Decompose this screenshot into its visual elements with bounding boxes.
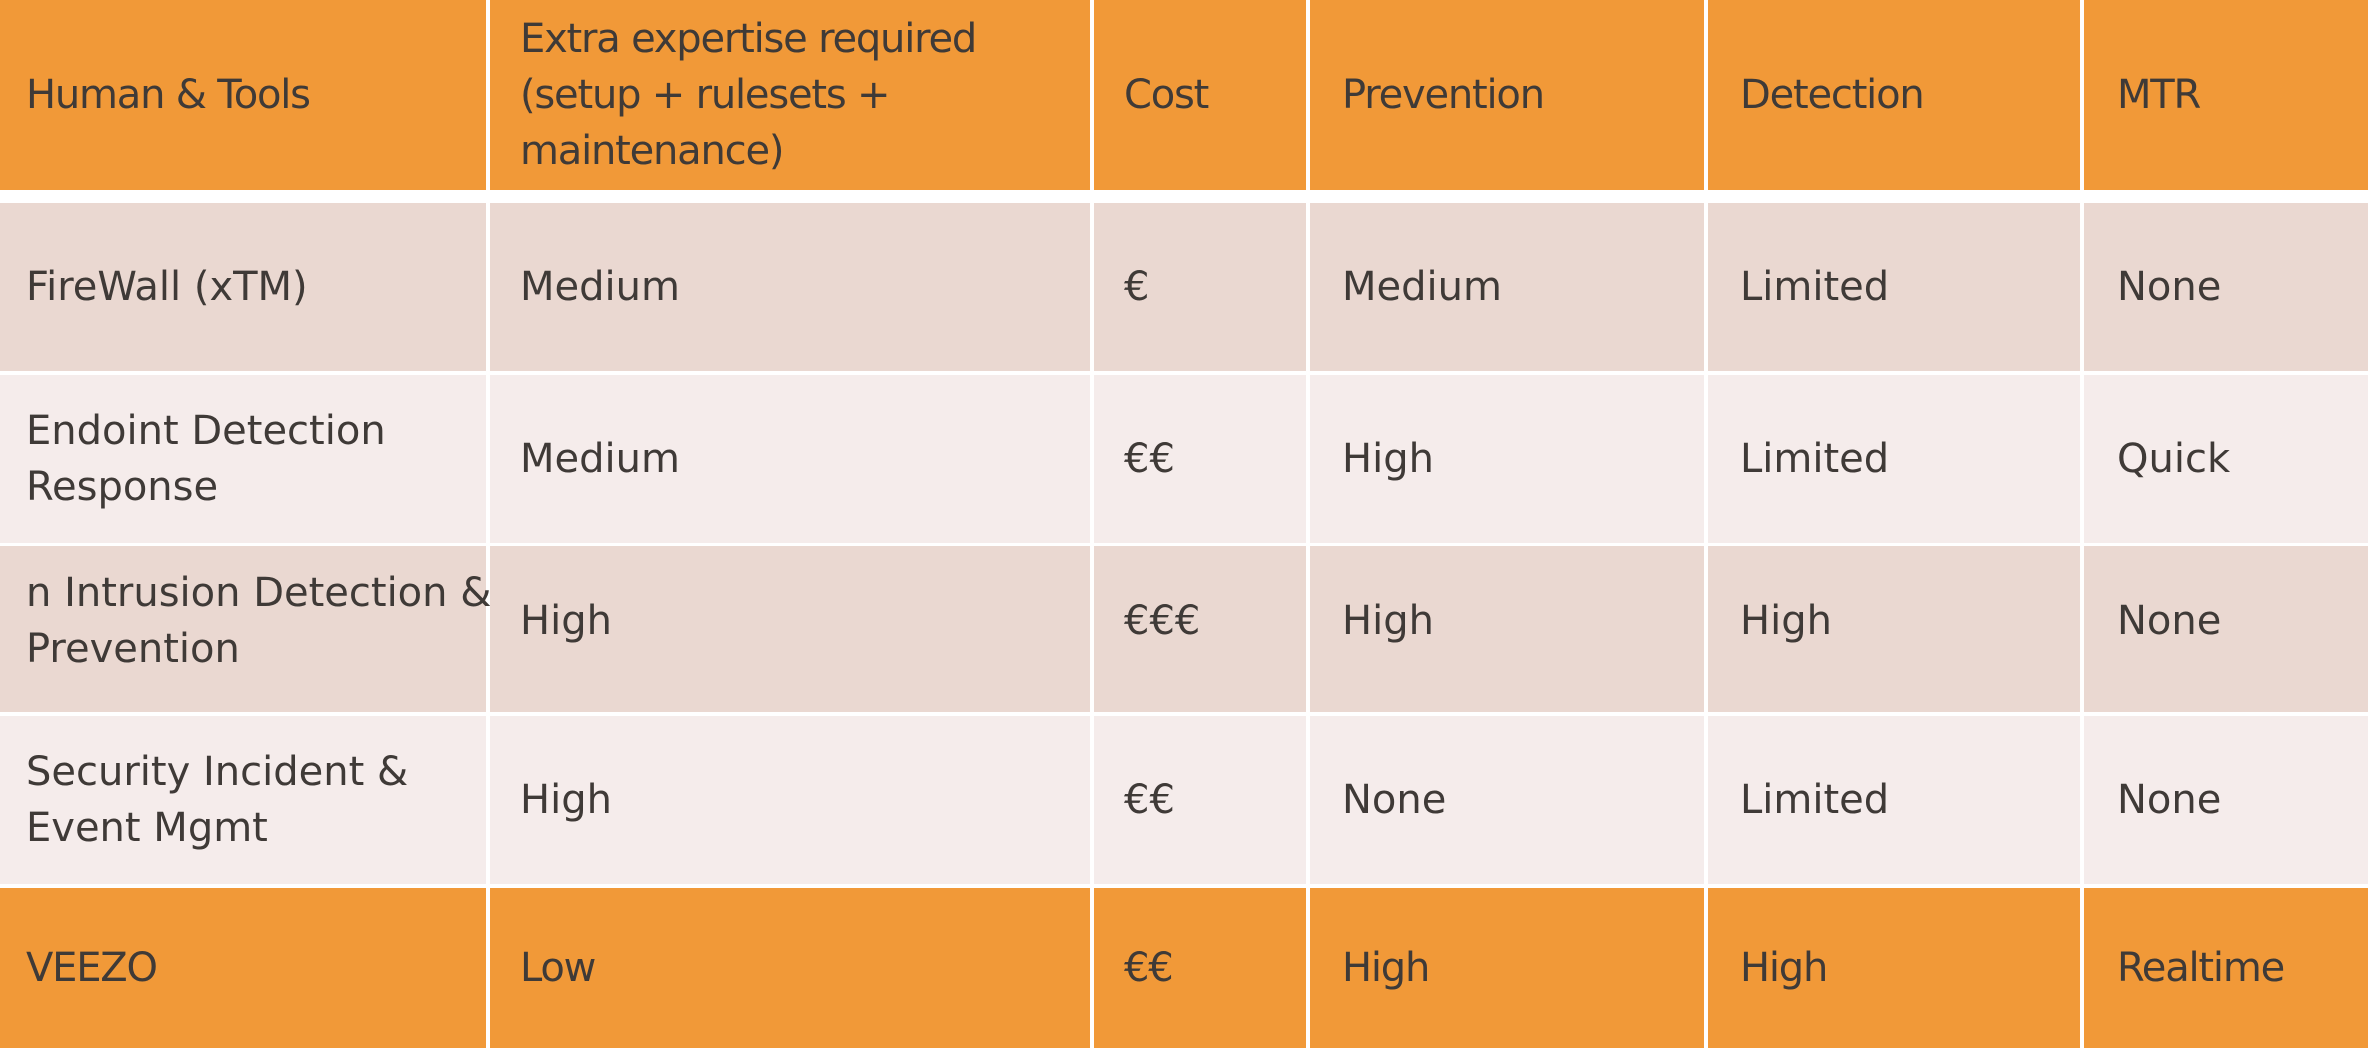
header-row: Human & Tools Extra expertise required (… xyxy=(0,0,2368,190)
band-cell xyxy=(1708,696,2080,712)
cost-value: €€ xyxy=(1124,777,1175,823)
detection-value: High xyxy=(1740,945,1828,991)
band-cell xyxy=(2084,696,2368,712)
cost-cell: €€ xyxy=(1094,888,1306,1048)
header-prevention-label: Prevention xyxy=(1342,72,1545,118)
cost-cell: €€€ xyxy=(1094,546,1306,696)
header-cell-mtr: MTR xyxy=(2084,0,2368,190)
cost-value: €€ xyxy=(1124,945,1174,991)
expertise-cell: Medium xyxy=(490,203,1090,371)
prevention-cell: High xyxy=(1310,888,1704,1048)
mtr-value: Quick xyxy=(2117,436,2231,482)
tool-name-line1: FireWall (xTM) xyxy=(26,264,308,310)
expertise-value: High xyxy=(520,598,612,644)
cost-cell: €€ xyxy=(1094,716,1306,884)
tool-cell: VEEZO xyxy=(0,888,486,1048)
header-expertise-title: Extra expertise required xyxy=(520,16,977,62)
prevention-value: High xyxy=(1342,598,1434,644)
expertise-value: Medium xyxy=(520,264,680,310)
mtr-cell: Realtime xyxy=(2084,888,2368,1048)
expertise-cell: Medium xyxy=(490,375,1090,543)
tool-cell: Security Incident & Event Mgmt xyxy=(0,716,486,884)
tool-name-line1: Endoint Detection xyxy=(26,408,386,454)
mtr-cell: Quick xyxy=(2084,375,2368,543)
band-cell xyxy=(0,696,486,712)
tool-cell: n Intrusion Detection & Prevention xyxy=(0,546,491,696)
header-cell-prevention: Prevention xyxy=(1310,0,1704,190)
header-expertise-line3: maintenance) xyxy=(520,128,784,174)
expertise-value: Low xyxy=(520,945,596,991)
detection-cell: Limited xyxy=(1708,716,2080,884)
tool-name-line2: Event Mgmt xyxy=(26,805,268,851)
table-row: Endoint Detection Response Medium €€ Hig… xyxy=(0,375,2368,543)
prevention-cell: Medium xyxy=(1310,203,1704,371)
header-cell-tool: Human & Tools xyxy=(0,0,486,190)
tool-name-line1: n Intrusion Detection & xyxy=(26,570,492,616)
band-cell xyxy=(490,696,1090,712)
cost-value: € xyxy=(1124,264,1150,310)
mtr-cell: None xyxy=(2084,716,2368,884)
detection-value: Limited xyxy=(1740,436,1890,482)
expertise-cell: High xyxy=(490,716,1090,884)
expertise-cell: High xyxy=(490,546,1090,696)
band-cell xyxy=(1310,696,1704,712)
cost-cell: €€ xyxy=(1094,375,1306,543)
table-row: FireWall (xTM) Medium € Medium Limited N… xyxy=(0,203,2368,371)
cost-value: €€€ xyxy=(1124,598,1201,644)
tool-cell: Endoint Detection Response xyxy=(0,375,486,543)
prevention-value: Medium xyxy=(1342,264,1502,310)
prevention-value: High xyxy=(1342,945,1430,991)
row-divider-band xyxy=(0,696,2368,712)
cost-value: €€ xyxy=(1124,436,1175,482)
mtr-value: Realtime xyxy=(2117,945,2285,991)
detection-cell: Limited xyxy=(1708,375,2080,543)
prevention-value: None xyxy=(1342,777,1447,823)
tool-cell: FireWall (xTM) xyxy=(0,203,486,371)
expertise-value: Medium xyxy=(520,436,680,482)
header-cell-cost: Cost xyxy=(1094,0,1306,190)
table-row: Security Incident & Event Mgmt High €€ N… xyxy=(0,716,2368,884)
header-cell-detection: Detection xyxy=(1708,0,2080,190)
header-cell-expertise: Extra expertise required (setup + rulese… xyxy=(490,0,1090,190)
detection-cell: High xyxy=(1708,888,2080,1048)
detection-cell: Limited xyxy=(1708,203,2080,371)
cost-cell: € xyxy=(1094,203,1306,371)
header-expertise-line2: (setup + rulesets + xyxy=(520,72,891,118)
mtr-cell: None xyxy=(2084,203,2368,371)
mtr-cell: None xyxy=(2084,546,2368,696)
detection-value: Limited xyxy=(1740,777,1890,823)
mtr-value: None xyxy=(2117,264,2222,310)
detection-value: Limited xyxy=(1740,264,1890,310)
prevention-cell: None xyxy=(1310,716,1704,884)
mtr-value: None xyxy=(2117,598,2222,644)
header-tool-label: Human & Tools xyxy=(26,72,311,118)
tool-name-line1: Security Incident & xyxy=(26,749,409,795)
table-row: n Intrusion Detection & Prevention High … xyxy=(0,546,2368,696)
prevention-value: High xyxy=(1342,436,1434,482)
expertise-value: High xyxy=(520,777,612,823)
mtr-value: None xyxy=(2117,777,2222,823)
detection-cell: High xyxy=(1708,546,2080,696)
tool-name-veezo: VEEZO xyxy=(26,945,158,991)
highlight-row-veezo: VEEZO Low €€ High High Realtime xyxy=(0,888,2368,1048)
header-mtr-label: MTR xyxy=(2117,72,2201,118)
detection-value: High xyxy=(1740,598,1832,644)
tool-name-line2: Response xyxy=(26,464,219,510)
header-cost-label: Cost xyxy=(1124,72,1209,118)
header-detection-label: Detection xyxy=(1740,72,1925,118)
tool-name-line2: Prevention xyxy=(26,626,240,672)
band-cell xyxy=(1094,696,1306,712)
expertise-cell: Low xyxy=(490,888,1090,1048)
prevention-cell: High xyxy=(1310,375,1704,543)
prevention-cell: High xyxy=(1310,546,1704,696)
